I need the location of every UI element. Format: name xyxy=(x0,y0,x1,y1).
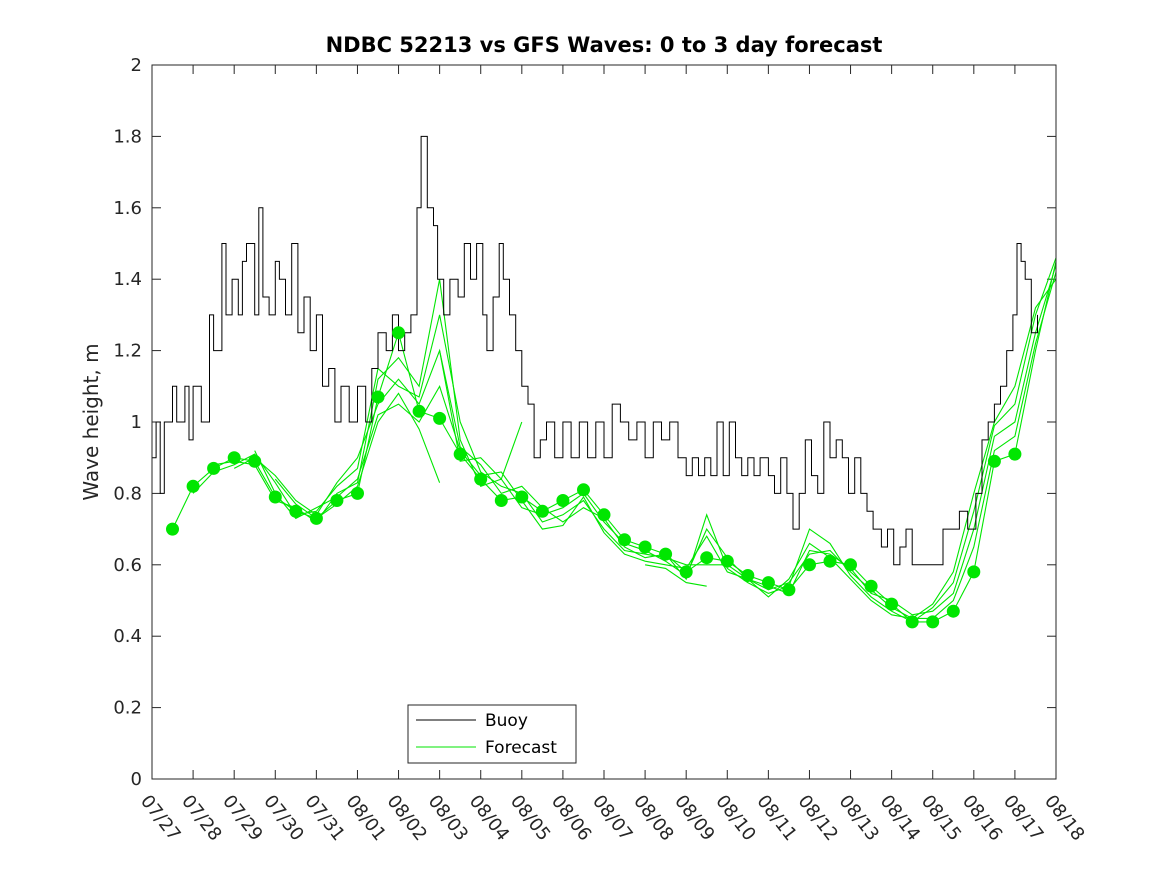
forecast-point xyxy=(494,494,508,507)
forecast-point xyxy=(1008,447,1022,461)
forecast-point xyxy=(597,508,611,522)
forecast-point xyxy=(700,551,714,565)
forecast-point xyxy=(166,522,179,536)
forecast-point xyxy=(351,486,364,500)
buoy-line xyxy=(152,135,1038,566)
series-layer xyxy=(152,135,1057,629)
forecast-point xyxy=(905,615,919,629)
chart-title: NDBC 52213 vs GFS Waves: 0 to 3 day fore… xyxy=(326,33,883,57)
forecast-point xyxy=(515,490,529,504)
forecast-point xyxy=(309,511,323,525)
forecast-point xyxy=(926,615,940,629)
forecast-point xyxy=(186,479,200,493)
forecast-point xyxy=(864,579,878,593)
forecast-point xyxy=(330,494,344,507)
y-tick-label: 0.8 xyxy=(113,483,142,504)
forecast-point xyxy=(885,597,899,611)
forecast-point xyxy=(268,490,282,504)
y-tick-label: 1.8 xyxy=(113,126,142,147)
forecast-point xyxy=(535,504,549,518)
legend-box xyxy=(407,704,577,764)
forecast-point xyxy=(474,472,488,486)
forecast-point xyxy=(289,504,303,518)
forecast-point xyxy=(803,558,816,572)
forecast-point xyxy=(248,454,262,468)
y-tick-label: 0.2 xyxy=(113,698,142,719)
forecast-run-line xyxy=(439,350,523,481)
legend-label-buoy: Buoy xyxy=(485,711,528,731)
y-tick-label: 0.4 xyxy=(113,626,142,647)
y-axis-ticks: 0 0.2 0.4 0.6 0.8 1 1.2 1.4 1.6 1.8 2 xyxy=(113,55,1056,790)
y-tick-label: 2 xyxy=(131,55,142,76)
y-tick-label: 1 xyxy=(131,412,142,433)
forecast-point xyxy=(823,554,837,568)
forecast-point xyxy=(761,576,775,590)
forecast-run-line xyxy=(254,278,1057,619)
forecast-point xyxy=(392,326,405,340)
y-tick-label: 0 xyxy=(131,769,142,790)
forecast-point xyxy=(371,390,385,404)
y-axis-label: Wave height, m xyxy=(79,343,103,500)
forecast-point xyxy=(679,565,693,579)
forecast-point xyxy=(967,565,981,579)
y-tick-label: 1.4 xyxy=(113,269,142,290)
y-tick-label: 1.2 xyxy=(113,341,142,362)
forecast-point xyxy=(412,404,426,418)
forecast-point xyxy=(720,554,734,568)
y-tick-label: 0.6 xyxy=(113,555,142,576)
forecast-point xyxy=(207,461,221,475)
forecast-point xyxy=(618,533,631,547)
forecast-point xyxy=(433,411,447,425)
forecast-point xyxy=(556,494,570,507)
forecast-run-line xyxy=(274,392,441,520)
forecast-point xyxy=(453,447,467,461)
y-tick-label: 1.6 xyxy=(113,198,142,219)
forecast-run-line xyxy=(645,564,707,587)
forecast-point xyxy=(946,604,960,618)
forecast-run-line xyxy=(213,264,1057,616)
forecast-point xyxy=(987,454,1001,468)
plot-frame xyxy=(151,64,1057,780)
forecast-point xyxy=(782,583,796,597)
legend[interactable]: Buoy Forecast xyxy=(407,704,577,764)
forecast-point xyxy=(741,569,755,582)
forecast-point xyxy=(844,558,857,572)
forecast-point xyxy=(227,451,241,465)
legend-label-forecast: Forecast xyxy=(485,738,557,758)
forecast-point xyxy=(577,483,590,497)
forecast-point xyxy=(659,547,673,561)
forecast-point xyxy=(638,540,652,554)
